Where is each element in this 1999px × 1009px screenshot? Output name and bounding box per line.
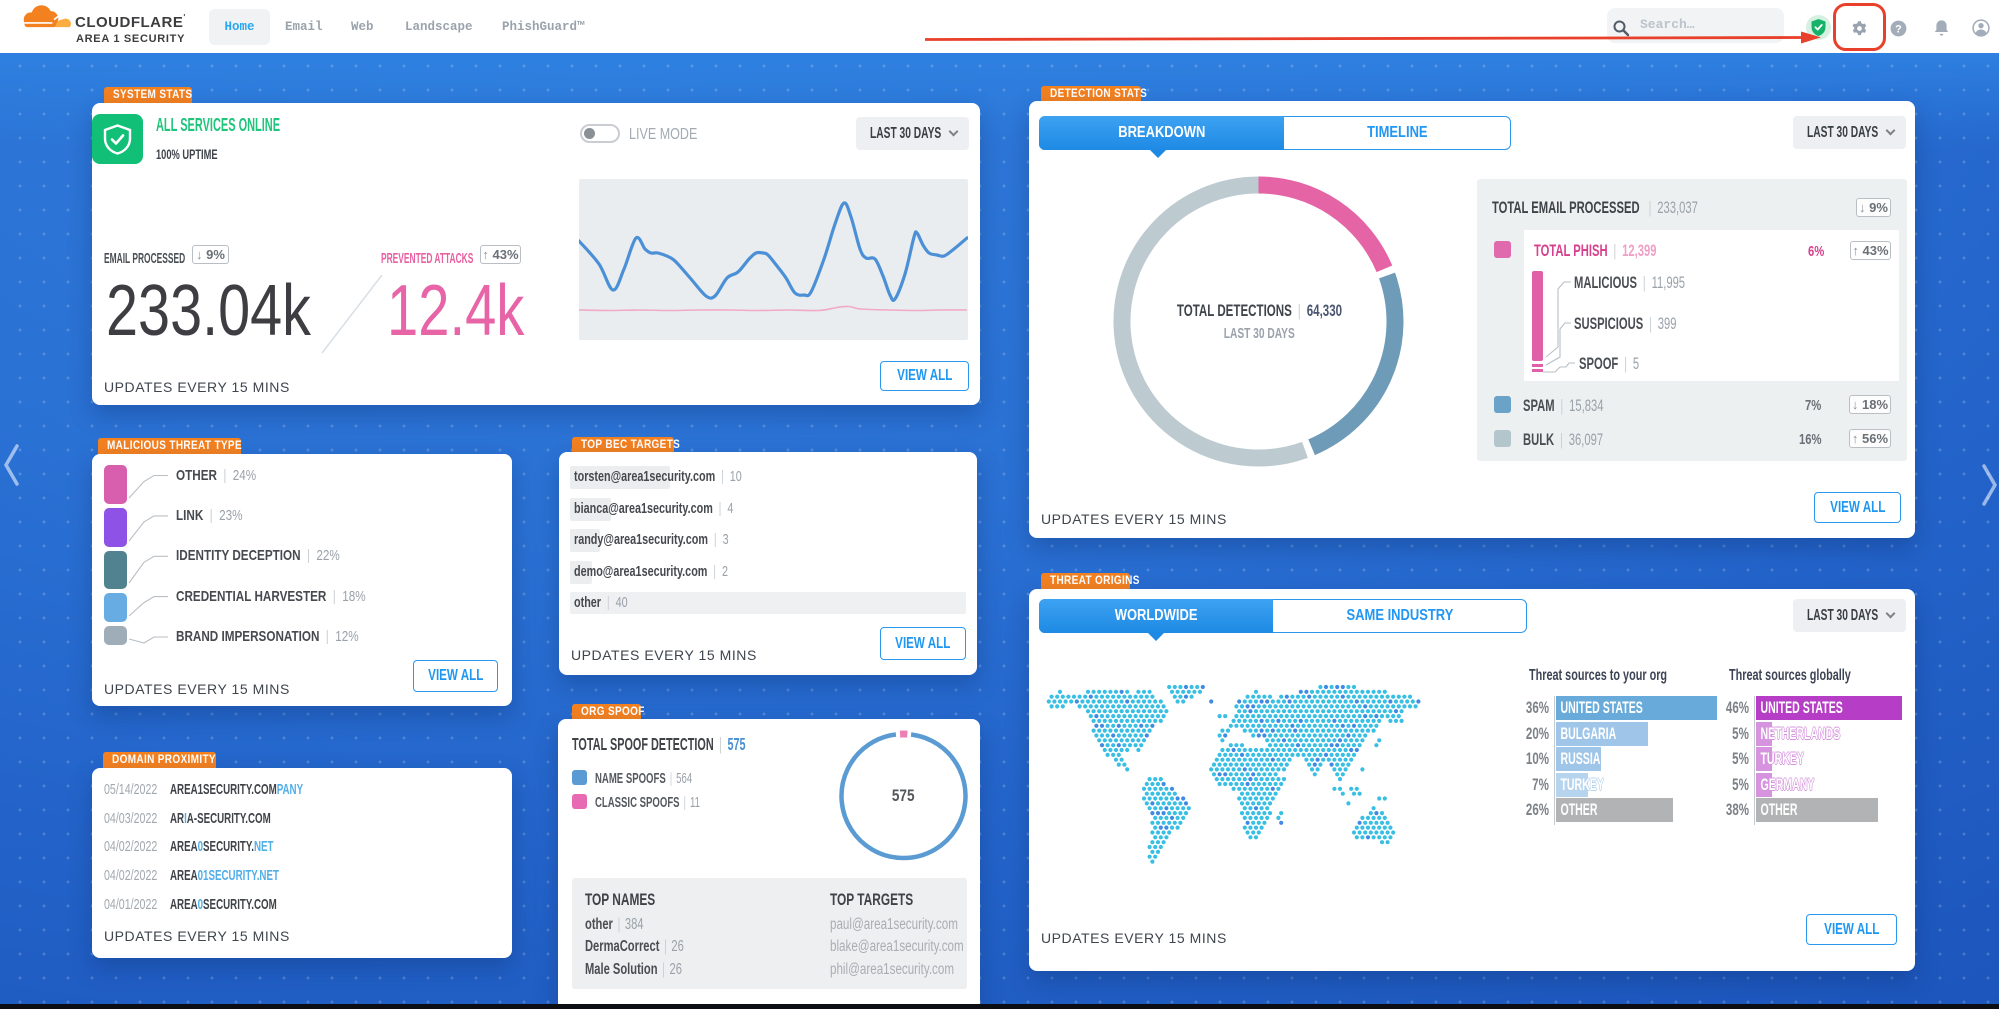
svg-text:?: ? (1895, 23, 1902, 35)
